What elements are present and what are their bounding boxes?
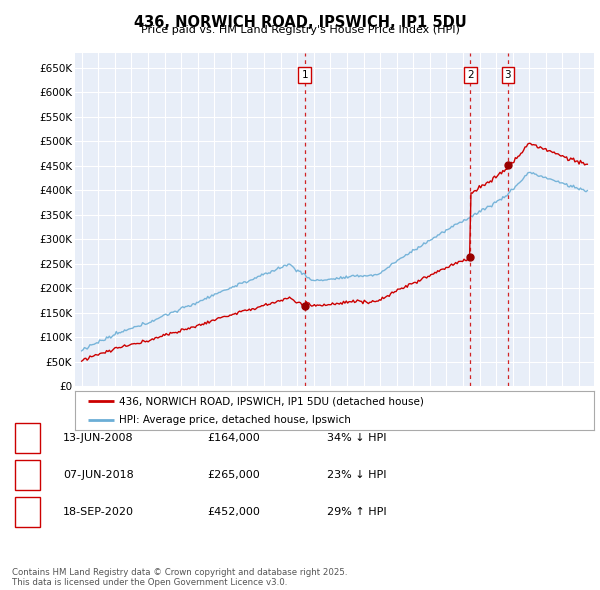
Text: HPI: Average price, detached house, Ipswich: HPI: Average price, detached house, Ipsw… [119,415,351,425]
Text: 34% ↓ HPI: 34% ↓ HPI [327,433,386,442]
Text: 1: 1 [24,431,31,444]
Text: 07-JUN-2018: 07-JUN-2018 [63,470,134,480]
Text: 2: 2 [24,468,31,481]
Text: 13-JUN-2008: 13-JUN-2008 [63,433,134,442]
Text: 18-SEP-2020: 18-SEP-2020 [63,507,134,517]
Text: £265,000: £265,000 [207,470,260,480]
Text: 3: 3 [505,70,511,80]
Text: 436, NORWICH ROAD, IPSWICH, IP1 5DU (detached house): 436, NORWICH ROAD, IPSWICH, IP1 5DU (det… [119,396,424,406]
Text: £452,000: £452,000 [207,507,260,517]
Text: 3: 3 [24,506,31,519]
Text: Contains HM Land Registry data © Crown copyright and database right 2025.
This d: Contains HM Land Registry data © Crown c… [12,568,347,587]
Text: 23% ↓ HPI: 23% ↓ HPI [327,470,386,480]
Text: 29% ↑ HPI: 29% ↑ HPI [327,507,386,517]
Text: Price paid vs. HM Land Registry's House Price Index (HPI): Price paid vs. HM Land Registry's House … [140,25,460,35]
Text: 1: 1 [301,70,308,80]
Text: 2: 2 [467,70,473,80]
Text: 436, NORWICH ROAD, IPSWICH, IP1 5DU: 436, NORWICH ROAD, IPSWICH, IP1 5DU [134,15,466,30]
Text: £164,000: £164,000 [207,433,260,442]
